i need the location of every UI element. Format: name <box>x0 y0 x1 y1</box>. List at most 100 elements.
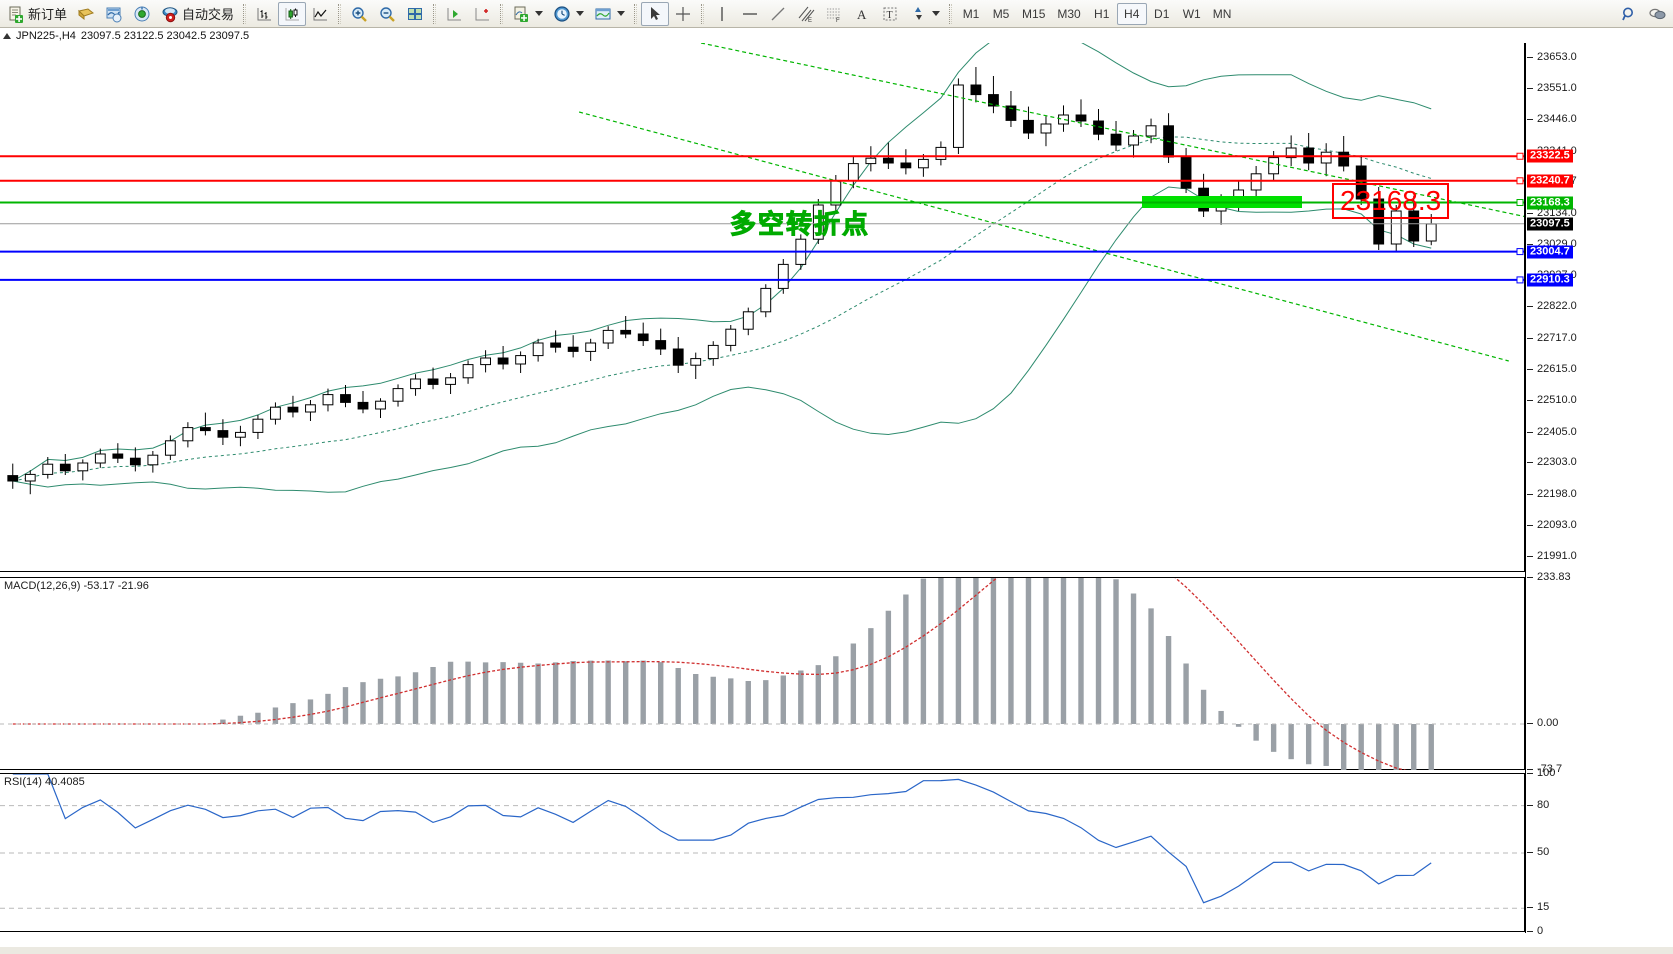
axis-chip-support-2[interactable]: 22910.3 <box>1527 273 1573 287</box>
new-order-button[interactable]: 新订单 <box>2 2 72 26</box>
timeframe-m30[interactable]: M30 <box>1057 6 1081 21</box>
svg-text:E: E <box>808 18 812 23</box>
tile-windows-icon <box>406 5 424 23</box>
zoom-out-button[interactable] <box>373 2 401 26</box>
data-window-icon <box>105 5 123 23</box>
label-icon: T <box>881 5 899 23</box>
fibonacci-button[interactable]: F <box>820 2 848 26</box>
rsi-tick-label: 100 <box>1537 767 1556 779</box>
cursor-button[interactable] <box>641 1 670 26</box>
bar-chart-icon <box>255 5 273 23</box>
text-button[interactable]: A <box>848 2 876 26</box>
indicators-button[interactable] <box>507 2 548 26</box>
toolbar-separator-2 <box>338 3 342 24</box>
price-tick-label: 21991.0 <box>1537 549 1577 562</box>
timeframe-h1[interactable]: H1 <box>1094 6 1110 21</box>
clock-icon <box>553 5 571 23</box>
macd-chart-svg <box>0 578 1524 770</box>
axis-tick <box>1527 337 1533 339</box>
price-axis[interactable]: 23653.023551.023446.023341.023240.723134… <box>1525 43 1673 937</box>
symbol-label: JPN225-,H4 <box>16 30 76 42</box>
vertical-line-button[interactable] <box>708 2 736 26</box>
templates-button[interactable] <box>589 2 630 26</box>
candlestick-icon <box>283 5 301 23</box>
price-pane[interactable]: 多空转折点 23168.3 <box>0 43 1525 572</box>
axis-tick <box>1527 804 1533 806</box>
price-tick-label: 22303.0 <box>1537 456 1577 469</box>
axis-chip-resistance-2[interactable]: 23240.7 <box>1527 174 1573 188</box>
chat-button[interactable] <box>1643 2 1671 26</box>
chart-shift-icon <box>473 5 491 23</box>
chevron-down-icon[interactable] <box>576 11 585 16</box>
expert-advisors-button[interactable] <box>72 2 100 26</box>
chart-area[interactable]: 多空转折点 23168.3 MACD(12,26,9) -53.17 -21.96… <box>0 43 1673 937</box>
macd-tick-label: 0.00 <box>1537 716 1559 729</box>
horizontal-line-button[interactable] <box>736 2 764 26</box>
macd-tick-label: 233.83 <box>1537 571 1571 583</box>
navigator-button[interactable] <box>128 2 156 26</box>
axis-tick <box>1527 931 1533 932</box>
chat-icon <box>1648 5 1666 23</box>
auto-trading-label: 自动交易 <box>182 7 235 22</box>
svg-text:F: F <box>836 18 840 23</box>
add-indicator-icon <box>512 5 530 23</box>
price-tick-label: 22405.0 <box>1537 425 1577 438</box>
timeframe-h4[interactable]: H4 <box>1116 2 1147 25</box>
candlestick-chart-button[interactable] <box>278 1 307 26</box>
auto-trading-icon <box>161 5 179 23</box>
toolbar-separator-5 <box>634 3 638 24</box>
rsi-label: RSI(14) 40.4085 <box>4 776 85 788</box>
line-chart-button[interactable] <box>306 2 334 26</box>
collapse-triangle-icon[interactable] <box>3 33 11 39</box>
auto-trading-button[interactable]: 自动交易 <box>156 2 239 26</box>
axis-tick <box>1527 525 1533 527</box>
turning-point-annotation[interactable]: 多空转折点 <box>729 209 871 240</box>
macd-pane[interactable]: MACD(12,26,9) -53.17 -21.96 <box>0 577 1525 770</box>
price-tick-label: 22717.0 <box>1537 331 1577 344</box>
svg-text:A: A <box>857 7 867 22</box>
arrows-button[interactable] <box>904 2 945 26</box>
timeframe-w1[interactable]: W1 <box>1182 6 1201 21</box>
rsi-pane[interactable]: RSI(14) 40.4085 <box>0 773 1525 932</box>
templates-icon <box>594 5 612 23</box>
zoom-in-icon <box>350 5 368 23</box>
price-tick-label: 22510.0 <box>1537 394 1577 406</box>
tile-windows-button[interactable] <box>401 2 429 26</box>
trendline-button[interactable] <box>764 2 792 26</box>
chevron-down-icon[interactable] <box>535 11 544 16</box>
periods-button[interactable] <box>548 2 589 26</box>
toolbar-separator-3 <box>433 3 437 24</box>
price-chart-svg <box>0 43 1524 495</box>
search-button[interactable] <box>1615 2 1643 26</box>
data-window-button[interactable] <box>100 2 128 26</box>
equidistant-channel-button[interactable]: E <box>792 2 820 26</box>
chevron-down-icon[interactable] <box>617 11 626 16</box>
axis-tick <box>1527 400 1533 401</box>
timeframe-d1[interactable]: D1 <box>1154 6 1170 21</box>
status-strip <box>0 947 1673 954</box>
zoom-in-button[interactable] <box>345 2 373 26</box>
chart-shift-button[interactable] <box>468 2 496 26</box>
price-tick-label: 22198.0 <box>1537 487 1577 500</box>
toolbar-separator-6 <box>701 3 705 24</box>
line-chart-icon <box>311 5 329 23</box>
axis-chip-pivot-line[interactable]: 23168.3 <box>1527 196 1573 209</box>
timeframe-m5[interactable]: M5 <box>992 6 1010 21</box>
axis-chip-resistance-1[interactable]: 23322.5 <box>1527 149 1573 163</box>
main-toolbar: 新订单 <box>0 0 1673 28</box>
timeframe-mn[interactable]: MN <box>1212 6 1232 21</box>
crosshair-button[interactable] <box>669 2 697 26</box>
pivot-price-callout[interactable]: 23168.3 <box>1332 182 1450 219</box>
chevron-down-icon[interactable] <box>932 11 941 16</box>
axis-tick <box>1527 722 1533 724</box>
macd-label: MACD(12,26,9) -53.17 -21.96 <box>4 580 149 592</box>
timeframe-m1[interactable]: M1 <box>962 6 980 21</box>
label-button[interactable]: T <box>876 2 904 26</box>
axis-tick <box>1527 493 1533 495</box>
auto-scroll-button[interactable] <box>440 2 468 26</box>
axis-chip-support-1[interactable]: 23004.7 <box>1527 245 1573 259</box>
axis-tick <box>1527 306 1533 308</box>
axis-chip-last-price[interactable]: 23097.5 <box>1527 217 1573 231</box>
timeframe-m15[interactable]: M15 <box>1022 6 1046 21</box>
bar-chart-button[interactable] <box>250 2 278 26</box>
